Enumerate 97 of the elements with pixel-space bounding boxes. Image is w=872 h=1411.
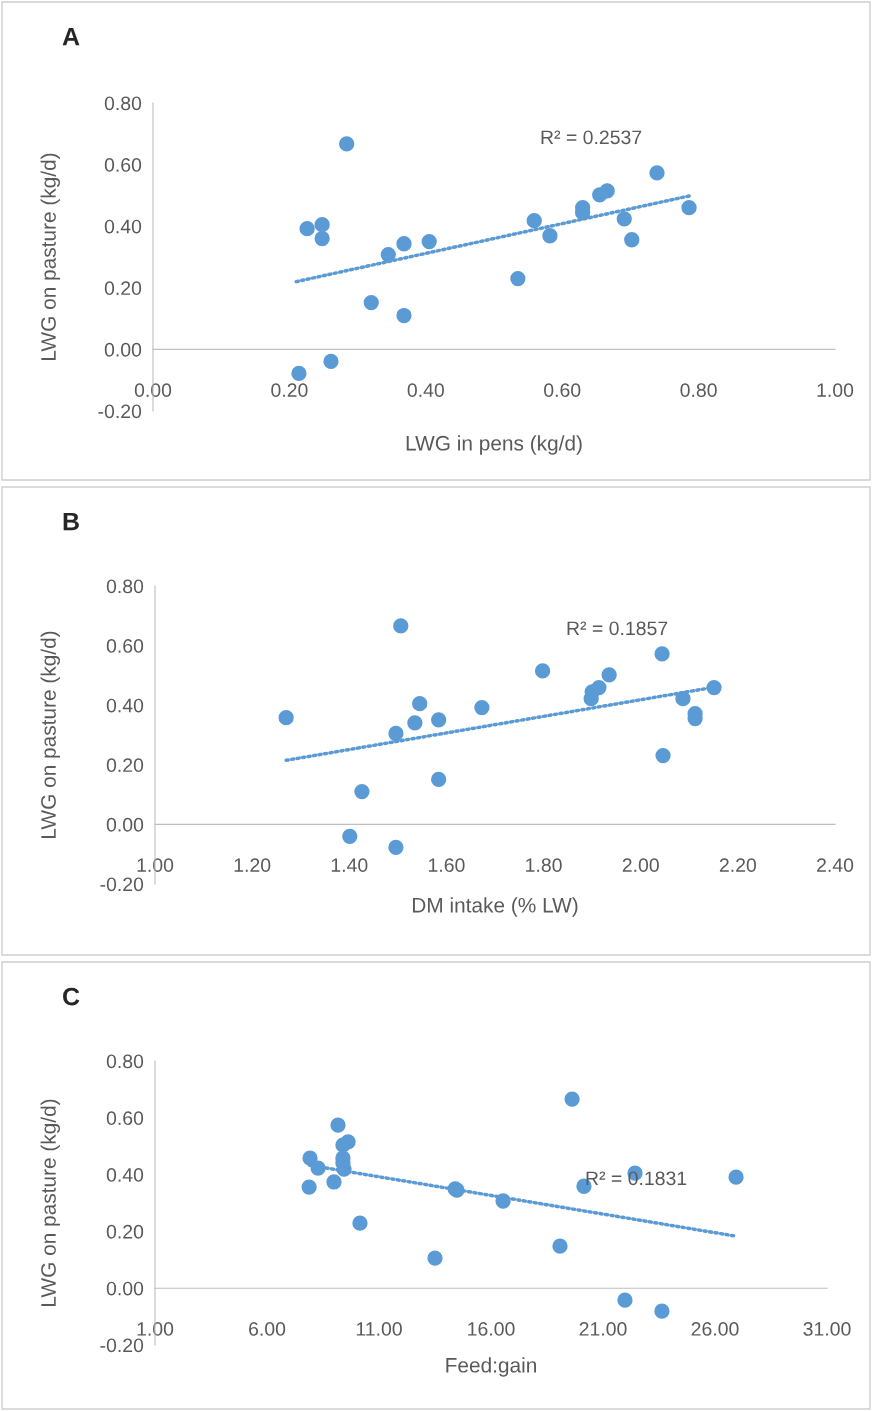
point (301, 1179, 317, 1195)
point (474, 699, 490, 716)
point (340, 1134, 356, 1150)
point (431, 771, 447, 788)
point (654, 646, 670, 662)
point (542, 228, 558, 244)
x-tick-label: 21.00 (579, 1322, 627, 1336)
x-tick-label: 0.80 (680, 383, 717, 398)
point (412, 696, 428, 712)
y-tick-label: 0.20 (104, 281, 142, 296)
y-tick-label: 0.00 (106, 1281, 144, 1296)
y-tick-label: -0.20 (100, 877, 144, 892)
point (291, 365, 307, 382)
x-axis-title: LWG in pens (kg/d) (406, 435, 582, 455)
point (599, 183, 615, 199)
point (342, 828, 358, 844)
y-tick-label: 0.60 (104, 158, 142, 172)
point (339, 136, 355, 152)
point (728, 1169, 744, 1185)
point (278, 710, 294, 726)
point (396, 307, 412, 324)
point (431, 712, 447, 728)
point (299, 221, 315, 237)
point (655, 747, 671, 764)
point (330, 1117, 346, 1133)
y-tick-label: 0.40 (106, 698, 144, 713)
chart-title: B (63, 512, 79, 531)
x-tick-label: 0.60 (544, 383, 581, 398)
point (388, 725, 404, 742)
point (314, 217, 330, 233)
point (326, 1174, 342, 1190)
point (591, 679, 607, 696)
x-axis-title: Feed:gain (446, 1357, 536, 1377)
y-tick-label: 0.40 (106, 1168, 144, 1182)
point (681, 200, 697, 216)
point (354, 783, 370, 800)
point (564, 1091, 580, 1107)
annotation: R² = 0.1831 (586, 1171, 687, 1186)
point (393, 618, 409, 634)
x-tick-label: 1.40 (331, 858, 368, 873)
y-tick-label: 0.80 (106, 1054, 144, 1069)
point (510, 270, 526, 287)
point (552, 1238, 568, 1254)
point (654, 1303, 670, 1319)
point (601, 667, 617, 683)
chart-title: A (62, 27, 80, 46)
point (616, 211, 632, 227)
x-tick-label: 2.20 (719, 858, 757, 873)
point (352, 1215, 368, 1231)
point (388, 839, 404, 855)
point (380, 246, 396, 263)
annotation: R² = 0.2537 (541, 130, 642, 145)
point (617, 1292, 633, 1308)
y-tick-label: 0.20 (106, 1224, 144, 1239)
point (396, 236, 412, 252)
point (624, 232, 640, 248)
y-tick-label: -0.20 (98, 404, 142, 419)
x-tick-label: 1.00 (137, 1322, 174, 1336)
point (314, 230, 330, 247)
y-tick-label: 0.20 (106, 758, 144, 773)
chart-title: C (63, 987, 80, 1006)
y-axis-title: LWG on pasture (kg/d) (40, 631, 60, 838)
x-tick-label: 1.60 (428, 858, 465, 873)
x-tick-label: 31.00 (803, 1322, 851, 1336)
x-axis-title: DM intake (% LW) (412, 897, 578, 917)
point (534, 663, 551, 679)
x-tick-label: 1.80 (526, 858, 562, 873)
y-tick-label: 0.60 (106, 639, 144, 653)
x-tick-label: 2.00 (622, 858, 659, 873)
point (427, 1250, 443, 1266)
point (649, 165, 665, 181)
point (526, 213, 542, 229)
x-tick-label: 2.40 (817, 858, 854, 873)
y-tick-label: 0.00 (106, 817, 144, 832)
x-tick-label: 1.20 (234, 858, 271, 873)
point (407, 715, 423, 731)
x-tick-label: 11.00 (356, 1322, 402, 1336)
x-tick-label: 0.20 (271, 383, 308, 398)
y-tick-label: 0.40 (104, 219, 142, 234)
x-tick-label: 6.00 (249, 1322, 286, 1336)
annotation: R² = 0.1857 (567, 621, 668, 636)
x-tick-label: 1.00 (137, 858, 174, 873)
y-tick-label: 0.80 (104, 96, 142, 111)
y-tick-label: 0.00 (104, 342, 142, 357)
y-axis-title: LWG on pasture (kg/d) (40, 1099, 60, 1306)
point (363, 294, 379, 311)
y-tick-label: -0.20 (100, 1338, 144, 1353)
y-axis-title: LWG on pasture (kg/d) (40, 153, 60, 360)
x-tick-label: 1.00 (817, 383, 854, 398)
point (421, 233, 437, 250)
y-tick-label: 0.60 (106, 1111, 144, 1126)
x-tick-label: 26.00 (691, 1322, 739, 1336)
x-tick-label: 0.00 (134, 383, 172, 398)
x-tick-label: 0.40 (407, 383, 444, 398)
x-tick-label: 16.00 (468, 1322, 515, 1336)
y-tick-label: 0.80 (106, 579, 144, 594)
point (323, 353, 339, 370)
